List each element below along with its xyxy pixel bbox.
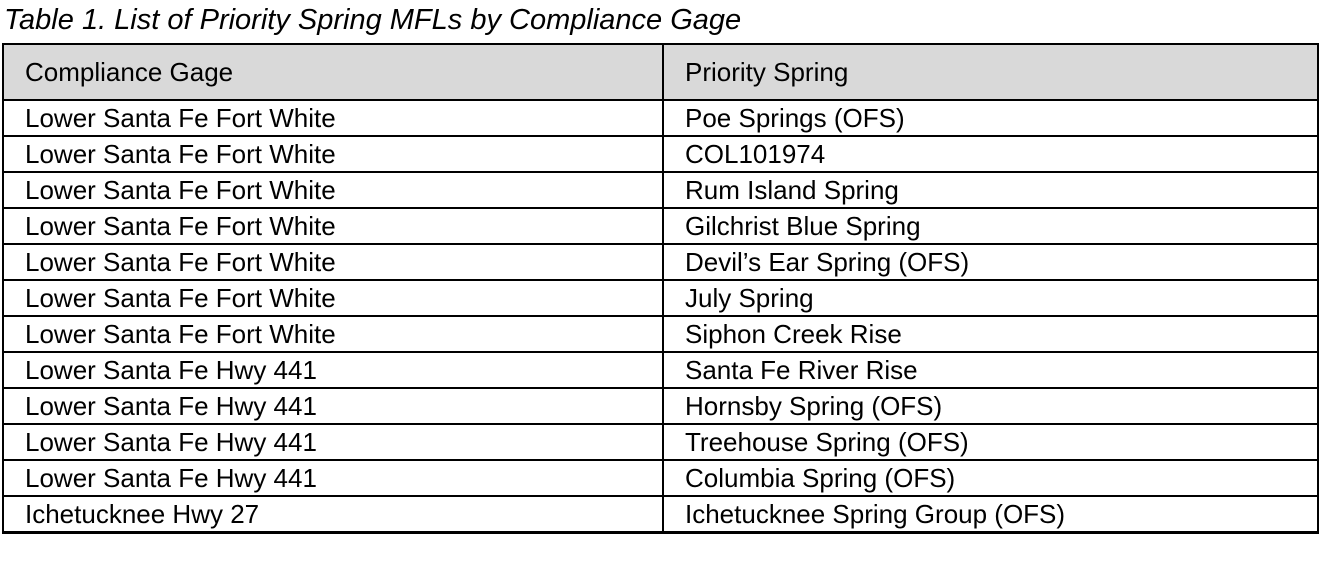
table-row: Lower Santa Fe Fort White Gilchrist Blue… (2, 207, 1319, 245)
cell-compliance-gage: Lower Santa Fe Fort White (2, 279, 664, 317)
cell-priority-spring: Hornsby Spring (OFS) (662, 387, 1319, 425)
cell-compliance-gage: Lower Santa Fe Hwy 441 (2, 459, 664, 497)
table-row: Ichetucknee Hwy 27 Ichetucknee Spring Gr… (2, 495, 1319, 534)
table-row: Lower Santa Fe Fort White Siphon Creek R… (2, 315, 1319, 353)
cell-priority-spring: Santa Fe River Rise (662, 351, 1319, 389)
table-row: Lower Santa Fe Fort White COL101974 (2, 135, 1319, 173)
cell-priority-spring: July Spring (662, 279, 1319, 317)
cell-priority-spring: Columbia Spring (OFS) (662, 459, 1319, 497)
column-header-priority-spring: Priority Spring (662, 43, 1319, 101)
priority-springs-table: Compliance Gage Priority Spring Lower Sa… (2, 43, 1319, 534)
table-row: Lower Santa Fe Fort White Rum Island Spr… (2, 171, 1319, 209)
cell-compliance-gage: Lower Santa Fe Hwy 441 (2, 423, 664, 461)
cell-compliance-gage: Ichetucknee Hwy 27 (2, 495, 664, 534)
table-header-row: Compliance Gage Priority Spring (2, 43, 1319, 101)
cell-compliance-gage: Lower Santa Fe Hwy 441 (2, 387, 664, 425)
cell-priority-spring: Siphon Creek Rise (662, 315, 1319, 353)
table-row: Lower Santa Fe Hwy 441 Hornsby Spring (O… (2, 387, 1319, 425)
table-row: Lower Santa Fe Fort White July Spring (2, 279, 1319, 317)
cell-compliance-gage: Lower Santa Fe Fort White (2, 171, 664, 209)
table-row: Lower Santa Fe Hwy 441 Columbia Spring (… (2, 459, 1319, 497)
column-header-compliance-gage: Compliance Gage (2, 43, 664, 101)
cell-compliance-gage: Lower Santa Fe Fort White (2, 243, 664, 281)
table-row: Lower Santa Fe Hwy 441 Treehouse Spring … (2, 423, 1319, 461)
cell-priority-spring: Rum Island Spring (662, 171, 1319, 209)
table-caption: Table 1. List of Priority Spring MFLs by… (4, 4, 742, 36)
cell-priority-spring: Gilchrist Blue Spring (662, 207, 1319, 245)
cell-compliance-gage: Lower Santa Fe Fort White (2, 315, 664, 353)
cell-compliance-gage: Lower Santa Fe Hwy 441 (2, 351, 664, 389)
table-row: Lower Santa Fe Hwy 441 Santa Fe River Ri… (2, 351, 1319, 389)
cell-priority-spring: Ichetucknee Spring Group (OFS) (662, 495, 1319, 534)
cell-priority-spring: Devil’s Ear Spring (OFS) (662, 243, 1319, 281)
cell-priority-spring: Treehouse Spring (OFS) (662, 423, 1319, 461)
cell-compliance-gage: Lower Santa Fe Fort White (2, 207, 664, 245)
cell-compliance-gage: Lower Santa Fe Fort White (2, 99, 664, 137)
cell-priority-spring: Poe Springs (OFS) (662, 99, 1319, 137)
table-row: Lower Santa Fe Fort White Devil’s Ear Sp… (2, 243, 1319, 281)
cell-compliance-gage: Lower Santa Fe Fort White (2, 135, 664, 173)
cell-priority-spring: COL101974 (662, 135, 1319, 173)
table-row: Lower Santa Fe Fort White Poe Springs (O… (2, 99, 1319, 137)
